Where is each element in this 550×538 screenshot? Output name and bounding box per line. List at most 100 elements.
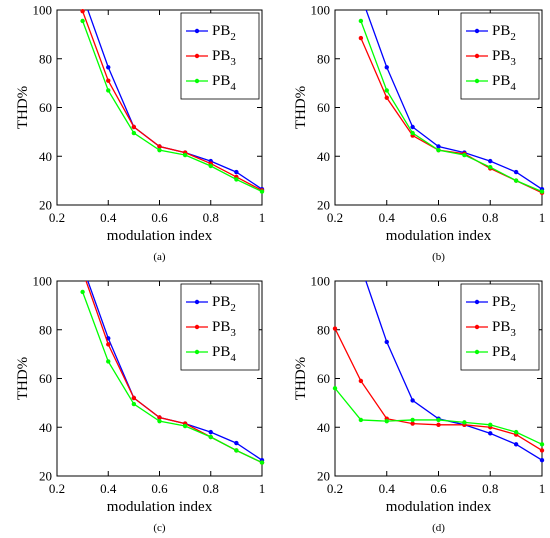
- data-point: [384, 88, 389, 93]
- data-point: [157, 144, 162, 149]
- legend-entry: PB3: [492, 319, 516, 339]
- data-point: [358, 417, 364, 423]
- y-axis-label: THD%: [293, 86, 309, 129]
- legend-marker: [194, 78, 200, 84]
- panel-1: 0.2 0.4 0.6 0.8 1 20 40 60 80 100 modulation index…: [15, 3, 265, 264]
- series-pb4: [358, 18, 545, 194]
- data-point: [462, 152, 467, 158]
- x-tick-label: 0.4: [100, 210, 117, 225]
- x-tick-label: 0.8: [482, 481, 498, 496]
- x-tick-label: 0.2: [49, 210, 65, 225]
- data-point: [436, 417, 441, 423]
- data-point: [384, 418, 389, 424]
- data-point: [384, 65, 389, 70]
- legend-marker: [194, 53, 200, 59]
- data-point: [208, 163, 213, 169]
- x-tick-label: 0.4: [100, 481, 117, 496]
- y-tick-label: 40: [39, 149, 52, 164]
- x-tick-label: 0.6: [430, 481, 447, 496]
- data-point: [436, 144, 441, 149]
- data-point: [131, 130, 137, 136]
- panel-3: 0.2 0.4 0.6 0.8 1 20 40 60 80 100 modulation index…: [15, 274, 266, 535]
- x-tick-label: 1: [539, 481, 546, 496]
- data-point: [131, 401, 137, 407]
- y-axis-label: THD%: [293, 357, 309, 400]
- panel-label: (b): [432, 251, 445, 263]
- legend-entry: PB2: [212, 23, 236, 43]
- series-pb4: [80, 289, 265, 465]
- data-point: [410, 398, 415, 403]
- data-point: [539, 448, 545, 453]
- y-tick-label: 20: [39, 469, 52, 484]
- legend-entry: PB4: [212, 73, 236, 93]
- y-tick-label: 40: [39, 420, 52, 435]
- legend-marker: [474, 53, 480, 59]
- y-tick-label: 80: [317, 322, 330, 337]
- x-tick-label: 0.6: [151, 210, 168, 225]
- data-point: [410, 417, 415, 423]
- y-axis-label: THD%: [15, 86, 31, 129]
- legend-marker: [474, 299, 480, 305]
- data-point: [259, 460, 265, 465]
- x-tick-label: 0.4: [379, 481, 396, 496]
- data-point: [157, 418, 162, 424]
- y-tick-label: 40: [317, 149, 330, 164]
- data-point: [488, 158, 493, 164]
- data-point: [234, 448, 239, 453]
- data-point: [332, 326, 338, 331]
- y-tick-label: 100: [33, 274, 53, 289]
- legend-entry: PB2: [492, 294, 516, 314]
- y-tick-label: 60: [317, 371, 330, 386]
- legend-entry: PB2: [212, 294, 236, 314]
- data-point: [157, 147, 162, 153]
- data-point: [234, 440, 239, 446]
- data-point: [106, 78, 111, 83]
- y-axis-label: THD%: [15, 357, 31, 400]
- data-point: [410, 130, 415, 136]
- data-point: [106, 342, 111, 347]
- panel-label: (c): [153, 522, 166, 534]
- legend-entry: PB2: [492, 23, 516, 43]
- x-tick-label: 1: [539, 210, 546, 225]
- legend-entry: PB3: [212, 319, 236, 339]
- y-tick-label: 80: [317, 51, 330, 66]
- data-point: [513, 442, 519, 447]
- x-tick-label: 0.2: [49, 481, 65, 496]
- y-tick-label: 20: [39, 198, 52, 213]
- x-tick-label: 0.6: [430, 210, 447, 225]
- x-tick-label: 1: [259, 481, 266, 496]
- x-axis-label: modulation index: [386, 499, 492, 515]
- data-point: [539, 457, 545, 463]
- data-point: [106, 65, 111, 70]
- y-tick-label: 100: [311, 274, 331, 289]
- panel-2: 0.2 0.4 0.6 0.8 1 20 40 60 80 100 modulation index…: [293, 3, 546, 264]
- data-point: [182, 152, 188, 158]
- x-tick-label: 0.2: [327, 481, 343, 496]
- legend-marker: [194, 28, 200, 34]
- legend-marker: [194, 299, 200, 305]
- data-point: [410, 421, 415, 426]
- legend: PB2 PB3 PB4: [460, 12, 540, 100]
- data-point: [106, 88, 111, 93]
- data-point: [80, 18, 85, 24]
- data-point: [513, 429, 519, 435]
- data-point: [131, 124, 137, 130]
- data-point: [106, 359, 111, 364]
- series-line-pb4: [360, 20, 542, 193]
- legend: PB2 PB3 PB4: [180, 283, 260, 371]
- legend-entry: PB3: [492, 48, 516, 68]
- data-point: [488, 422, 493, 428]
- legend: PB2 PB3 PB4: [180, 12, 260, 100]
- data-point: [80, 9, 85, 14]
- data-point: [410, 124, 415, 130]
- data-point: [80, 289, 85, 295]
- x-tick-label: 0.6: [151, 481, 168, 496]
- x-tick-label: 0.8: [203, 210, 219, 225]
- y-tick-label: 80: [39, 51, 52, 66]
- data-point: [436, 422, 441, 428]
- panel-4: 0.2 0.4 0.6 0.8 1 20 40 60 80 100 modulation index…: [293, 274, 546, 535]
- y-tick-label: 60: [39, 100, 52, 115]
- panel-label: (d): [432, 522, 445, 534]
- data-point: [234, 169, 239, 175]
